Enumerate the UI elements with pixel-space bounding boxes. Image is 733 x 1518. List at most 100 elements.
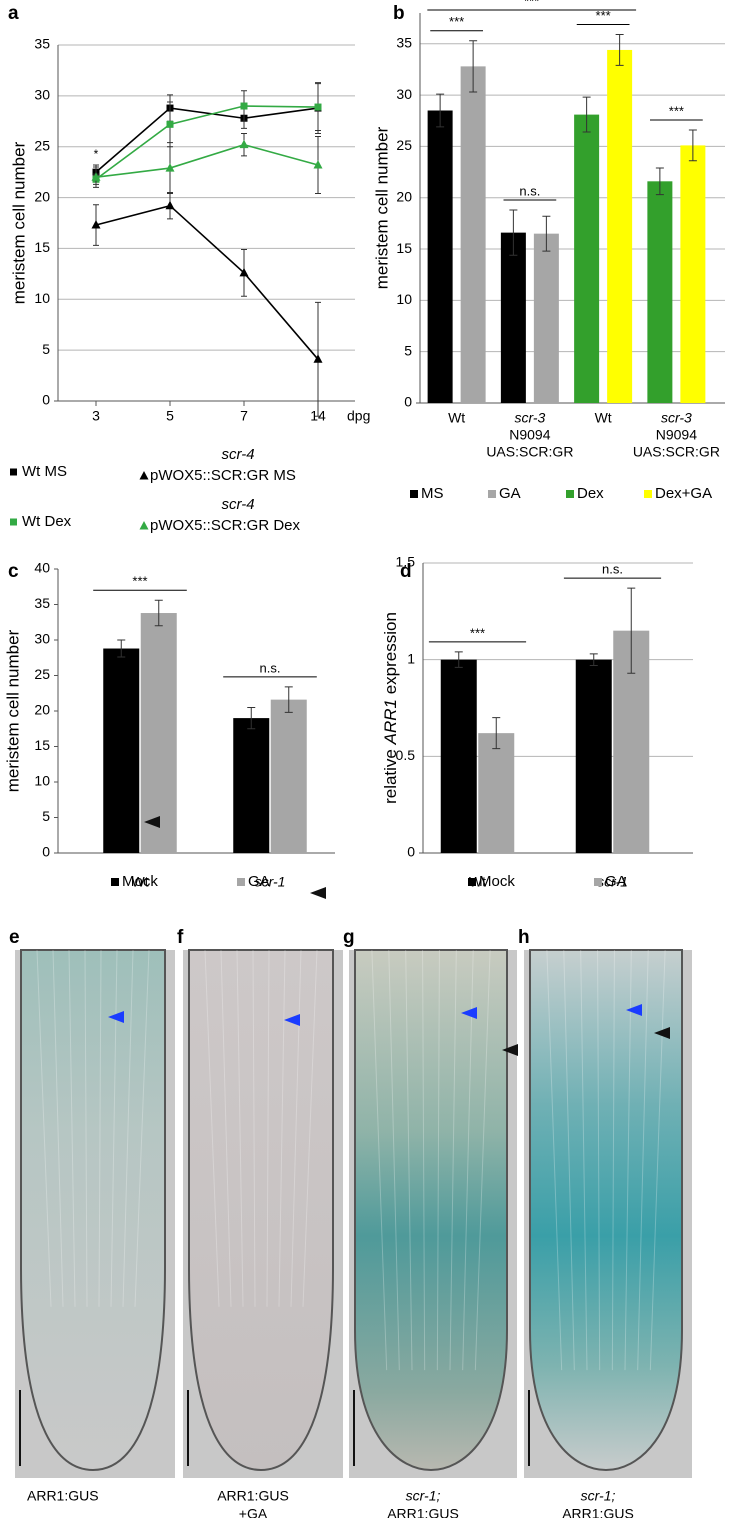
root	[529, 949, 683, 1472]
series-line	[95, 143, 319, 179]
bar	[427, 110, 453, 403]
legend-marker	[10, 518, 17, 526]
caption: scr-1;	[406, 1488, 441, 1504]
y-tick-label: 30	[34, 631, 50, 647]
marker	[313, 160, 323, 169]
error-bar	[655, 167, 664, 196]
x-tick-label: scr-3	[661, 410, 692, 426]
y-axis-label-part: ARR1	[381, 699, 400, 745]
x-tick-label: UAS:SCR:GR	[486, 444, 573, 460]
panel-label: h	[518, 927, 530, 948]
legend-label: GA	[248, 873, 270, 890]
legend-genotype: scr-4	[221, 446, 254, 463]
legend-swatch	[410, 490, 418, 498]
cell-file	[388, 949, 400, 1371]
y-tick-label: 25	[34, 137, 50, 153]
y-tick-label: 0	[42, 392, 50, 408]
cell-file	[290, 949, 302, 1307]
cell-file	[597, 949, 601, 1371]
y-tick-label: 35	[396, 34, 412, 50]
legend-label: pWOX5::SCR:GR Dex	[150, 517, 301, 534]
cell-file	[110, 949, 118, 1307]
cell-file	[580, 949, 588, 1371]
marker	[165, 200, 175, 210]
panel-label: c	[8, 561, 19, 582]
marker	[240, 102, 248, 110]
cell-file	[266, 949, 270, 1307]
x-tick-label: N9094	[509, 427, 550, 443]
panel-label: b	[393, 3, 405, 24]
cell-file	[371, 949, 388, 1371]
cell-file	[278, 949, 286, 1307]
error-bar	[284, 686, 293, 713]
bar	[575, 659, 612, 853]
legend-item: pWOX5::SCR:GR Dex scr-4	[139, 496, 301, 534]
annotation: n.s.	[260, 660, 281, 675]
y-tick-label: 10	[34, 773, 50, 789]
cell-file	[405, 949, 413, 1371]
micrograph-panel: f ARR1:GUS +GA	[177, 887, 343, 1518]
marker	[165, 163, 175, 172]
bar	[233, 718, 270, 853]
annotation: ***	[449, 14, 464, 29]
cell-file	[52, 949, 64, 1307]
error-bar	[247, 706, 256, 730]
legend-label: MS	[421, 485, 444, 502]
caption: ARR1:GUS	[562, 1506, 634, 1518]
bar	[607, 49, 633, 404]
annotation: *	[94, 147, 99, 161]
legend-item: GA	[594, 873, 627, 890]
micrograph-panel: e ARR1:GUS	[9, 816, 175, 1504]
error-bar	[582, 96, 591, 133]
y-tick-label: 0	[407, 844, 415, 860]
cell-file	[252, 949, 256, 1307]
bar	[574, 114, 600, 404]
cell-file	[649, 949, 666, 1371]
y-tick-label: 20	[396, 188, 412, 204]
y-tick-label: 0	[404, 394, 412, 410]
bar	[500, 232, 526, 403]
arrowhead-blue	[626, 1004, 642, 1016]
y-tick-label: 40	[34, 560, 50, 576]
legend-label: GA	[605, 873, 627, 890]
cell-file	[236, 949, 244, 1307]
arrowhead-blue	[461, 1007, 477, 1019]
legend-swatch	[488, 490, 496, 498]
legend-genotype: scr-4	[221, 496, 254, 513]
panel-label: d	[400, 561, 412, 582]
bar	[478, 733, 515, 853]
marker	[239, 139, 249, 149]
error-bar	[436, 93, 445, 128]
bar	[647, 181, 673, 403]
legend-item: GA	[237, 873, 270, 890]
x-tick-label: 5	[166, 408, 174, 424]
cell-file	[302, 949, 318, 1307]
y-tick-label: 35	[34, 595, 50, 611]
y-tick-label: 0.5	[396, 747, 416, 763]
y-axis-label: meristem cell number	[9, 141, 28, 304]
chart: c meristem cell number 0 5 10 15 20 25 30 35 40 Wt s…	[3, 560, 335, 890]
x-tick-label: scr-1	[597, 874, 628, 890]
x-tick-label: 3	[92, 408, 100, 424]
cell-file	[449, 949, 457, 1371]
legend-item: Wt Dex	[10, 513, 72, 530]
legend-item: MS	[410, 485, 444, 502]
annotation: ***	[470, 625, 485, 640]
y-tick-label: 25	[396, 137, 412, 153]
legend-swatch	[566, 490, 574, 498]
annotation: n.s.	[519, 183, 540, 198]
caption: ARR1:GUS	[217, 1488, 289, 1504]
y-tick-label: 35	[34, 36, 50, 52]
legend-item: Wt MS	[10, 463, 67, 480]
legend-label: GA	[499, 485, 521, 502]
y-tick-label: 10	[396, 291, 412, 307]
cell-file	[637, 949, 649, 1371]
x-tick-label: N9094	[656, 427, 697, 443]
micrographs: e ARR1:GUS f ARR1:GUS +GA g scr-1; ARR1:GUS h scr…	[9, 816, 692, 1518]
y-tick-label: 30	[396, 86, 412, 102]
